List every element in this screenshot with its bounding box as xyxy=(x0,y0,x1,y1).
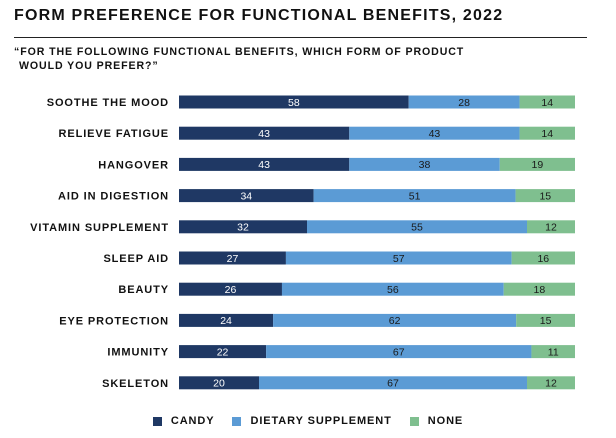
bar-dietary-supplement-hangover xyxy=(349,157,500,171)
bar-none-relieve-fatigue xyxy=(519,126,575,140)
bar-candy-relieve-fatigue xyxy=(179,126,350,140)
category-label-vitamin-supplement: VITAMIN SUPPLEMENT xyxy=(30,222,169,234)
bar-none-immunity xyxy=(531,345,575,359)
bar-candy-aid-in-digestion xyxy=(179,189,314,203)
bar-candy-skeleton xyxy=(179,376,259,390)
legend-item-dietary-supplement: DIETARY SUPPLEMENT xyxy=(232,415,391,427)
legend-label-dietary-supplement: DIETARY SUPPLEMENT xyxy=(250,415,392,427)
legend-label-candy: CANDY xyxy=(170,415,215,427)
data-label-none-hangover: 19 xyxy=(532,159,544,171)
data-label-candy-relieve-fatigue: 43 xyxy=(258,128,270,140)
data-label-none-eye-protection: 15 xyxy=(540,315,552,327)
data-label-none-sleep-aid: 16 xyxy=(537,253,549,265)
title-divider xyxy=(14,37,587,38)
data-label-none-skeleton: 12 xyxy=(545,378,557,390)
data-label-none-relieve-fatigue: 14 xyxy=(541,128,553,140)
category-label-sleep-aid: SLEEP AID xyxy=(103,253,169,265)
data-label-dietary-supplement-hangover: 38 xyxy=(419,159,431,171)
bar-candy-immunity xyxy=(179,345,267,359)
category-label-hangover: HANGOVER xyxy=(98,159,169,171)
category-label-immunity: IMMUNITY xyxy=(107,347,169,359)
category-label-relieve-fatigue: RELIEVE FATIGUE xyxy=(59,128,169,140)
bar-dietary-supplement-vitamin-supplement xyxy=(307,220,527,234)
data-label-dietary-supplement-sleep-aid: 57 xyxy=(393,253,405,265)
bar-candy-vitamin-supplement xyxy=(179,220,307,234)
legend-item-candy: CANDY xyxy=(152,415,215,427)
bar-none-soothe-the-mood xyxy=(519,95,575,109)
data-label-dietary-supplement-relieve-fatigue: 43 xyxy=(429,128,441,140)
bar-dietary-supplement-relieve-fatigue xyxy=(349,126,520,140)
data-label-candy-immunity: 22 xyxy=(217,346,229,358)
bar-candy-soothe-the-mood xyxy=(179,95,409,109)
data-label-candy-skeleton: 20 xyxy=(213,378,225,390)
data-label-none-aid-in-digestion: 15 xyxy=(539,190,551,202)
category-label-soothe-the-mood: SOOTHE THE MOOD xyxy=(47,97,169,109)
bar-dietary-supplement-sleep-aid xyxy=(285,251,512,265)
data-label-candy-sleep-aid: 27 xyxy=(227,253,239,265)
data-label-dietary-supplement-eye-protection: 62 xyxy=(389,315,401,327)
legend-label-none: NONE xyxy=(427,415,464,427)
data-label-candy-soothe-the-mood: 58 xyxy=(288,97,300,109)
data-label-none-beauty: 18 xyxy=(534,284,546,296)
data-label-candy-aid-in-digestion: 34 xyxy=(240,190,252,202)
bar-none-skeleton xyxy=(527,376,575,390)
subtitle-line-2: WOULD YOU PREFER?” xyxy=(19,60,159,72)
bar-none-hangover xyxy=(499,157,575,171)
data-label-dietary-supplement-soothe-the-mood: 28 xyxy=(458,97,470,109)
bar-dietary-supplement-skeleton xyxy=(259,376,527,390)
legend-swatch-none xyxy=(409,416,419,426)
chart-subtitle: “FOR THE FOLLOWING FUNCTIONAL BENEFITS, … xyxy=(14,45,574,73)
subtitle-line-1: “FOR THE FOLLOWING FUNCTIONAL BENEFITS, … xyxy=(14,46,465,58)
data-label-candy-eye-protection: 24 xyxy=(220,315,232,327)
bar-none-vitamin-supplement xyxy=(527,220,575,234)
data-label-none-soothe-the-mood: 14 xyxy=(541,97,553,109)
bar-dietary-supplement-eye-protection xyxy=(273,313,517,327)
data-label-candy-hangover: 43 xyxy=(258,159,270,171)
data-label-dietary-supplement-beauty: 56 xyxy=(387,284,399,296)
bar-candy-beauty xyxy=(179,282,282,296)
chart-title: FORM PREFERENCE FOR FUNCTIONAL BENEFITS,… xyxy=(14,7,504,24)
data-label-none-vitamin-supplement: 12 xyxy=(545,222,557,234)
data-label-dietary-supplement-aid-in-digestion: 51 xyxy=(409,190,421,202)
data-label-none-immunity: 11 xyxy=(548,346,559,358)
data-label-candy-vitamin-supplement: 32 xyxy=(237,222,249,234)
legend-item-none: NONE xyxy=(409,415,464,427)
bar-candy-hangover xyxy=(179,157,350,171)
bar-candy-sleep-aid xyxy=(179,251,286,265)
data-label-dietary-supplement-vitamin-supplement: 55 xyxy=(411,222,423,234)
data-label-dietary-supplement-immunity: 67 xyxy=(393,346,405,358)
category-label-aid-in-digestion: AID IN DIGESTION xyxy=(58,191,169,203)
bar-dietary-supplement-soothe-the-mood xyxy=(408,95,520,109)
bar-none-beauty xyxy=(503,282,575,296)
bar-none-eye-protection xyxy=(516,313,575,327)
bar-candy-eye-protection xyxy=(179,313,274,327)
bar-dietary-supplement-immunity xyxy=(266,345,532,359)
bar-none-sleep-aid xyxy=(511,251,575,265)
chart-legend: CANDY DIETARY SUPPLEMENT NONE xyxy=(0,415,616,427)
legend-swatch-candy xyxy=(152,416,162,426)
bar-dietary-supplement-aid-in-digestion xyxy=(313,189,516,203)
data-label-candy-beauty: 26 xyxy=(225,284,237,296)
category-label-beauty: BEAUTY xyxy=(118,284,169,296)
data-label-dietary-supplement-skeleton: 67 xyxy=(387,378,399,390)
legend-swatch-dietary-supplement xyxy=(232,416,242,426)
category-label-skeleton: SKELETON xyxy=(102,378,169,390)
category-label-eye-protection: EYE PROTECTION xyxy=(59,315,169,327)
bar-none-aid-in-digestion xyxy=(515,189,575,203)
bar-dietary-supplement-beauty xyxy=(281,282,504,296)
